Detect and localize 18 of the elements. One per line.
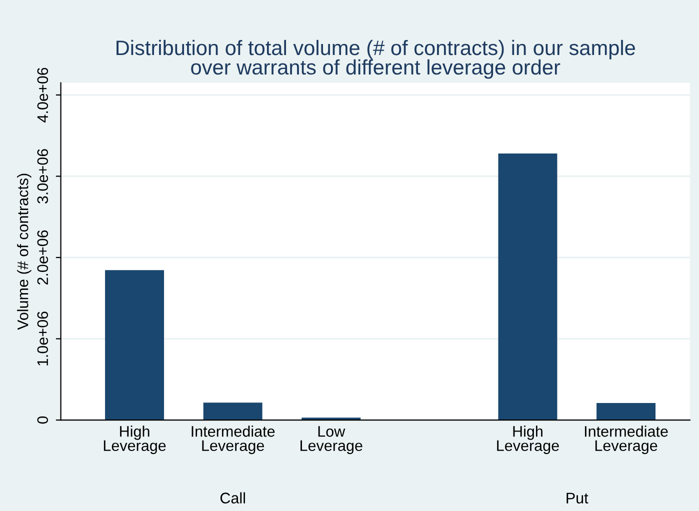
x-tick-label: Intermediate Leverage — [584, 426, 668, 454]
bar — [203, 402, 262, 420]
text: Call — [220, 492, 245, 504]
x-tick-label: High Leverage — [497, 426, 559, 454]
bar — [498, 153, 558, 420]
y-tick-label: 4.0e+06 — [37, 68, 48, 122]
bar — [105, 270, 164, 420]
x-tick-label: Intermediate Leverage — [192, 426, 275, 454]
y-tick-label: 2.0e+06 — [37, 230, 48, 285]
chart-title: Distribution of total volume (# of contracts) in our sample over warrants of different leverage order — [116, 40, 635, 79]
x-tick-label: High Leverage — [104, 426, 166, 454]
y-tick-label: 3.0e+06 — [37, 149, 48, 204]
text: Put — [566, 492, 588, 504]
y-axis-title: Volume (# of contracts) — [17, 174, 32, 330]
x-tick-label: Low Leverage — [300, 426, 362, 454]
y-tick-label: 0 — [37, 416, 48, 424]
y-tick-label: 1.0e+06 — [37, 312, 48, 366]
bar — [596, 402, 656, 420]
